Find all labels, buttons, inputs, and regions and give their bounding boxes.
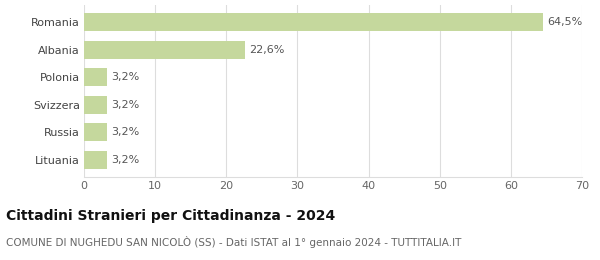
Text: COMUNE DI NUGHEDU SAN NICOLÒ (SS) - Dati ISTAT al 1° gennaio 2024 - TUTTITALIA.I: COMUNE DI NUGHEDU SAN NICOLÒ (SS) - Dati… [6, 236, 461, 248]
Text: 3,2%: 3,2% [111, 72, 139, 82]
Bar [84, 151, 107, 169]
Text: 3,2%: 3,2% [111, 155, 139, 165]
Text: Cittadini Stranieri per Cittadinanza - 2024: Cittadini Stranieri per Cittadinanza - 2… [6, 209, 335, 223]
Text: 3,2%: 3,2% [111, 127, 139, 138]
Bar [84, 41, 245, 58]
Bar [84, 96, 107, 114]
Bar [84, 13, 543, 31]
Bar [84, 124, 107, 141]
Bar [84, 68, 107, 86]
Text: 22,6%: 22,6% [249, 44, 284, 55]
Text: 64,5%: 64,5% [547, 17, 583, 27]
Text: 3,2%: 3,2% [111, 100, 139, 110]
